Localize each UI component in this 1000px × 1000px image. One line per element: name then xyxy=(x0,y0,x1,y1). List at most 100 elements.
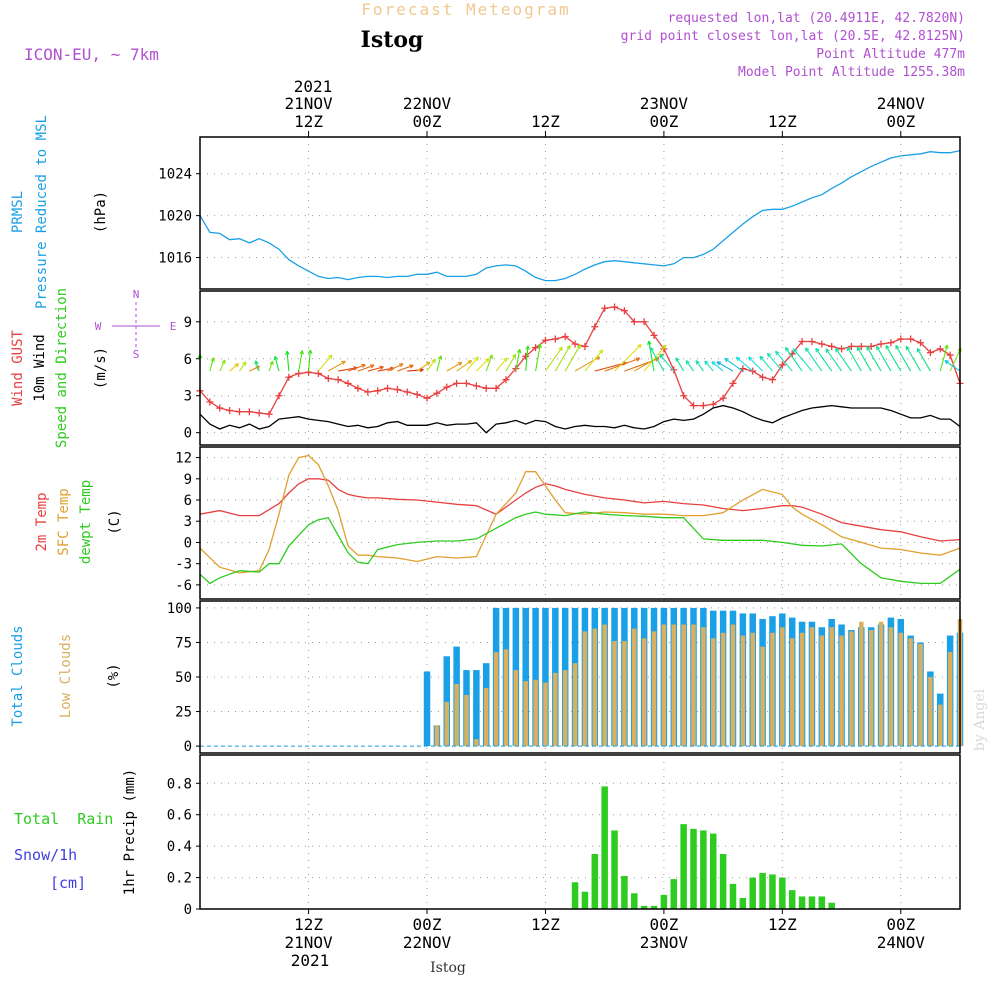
gust-marker xyxy=(887,339,895,347)
compass-west: W xyxy=(95,320,102,333)
wind-arrow xyxy=(944,359,961,372)
wind-arrow xyxy=(784,346,803,372)
precip-bar-total-rain xyxy=(788,890,796,909)
wind-arrow-head xyxy=(916,347,921,353)
clouds-bar-low-clouds xyxy=(799,632,805,747)
wind-arrow xyxy=(239,361,247,372)
gust-marker xyxy=(729,379,737,387)
gust-marker xyxy=(926,349,934,357)
wind-arrow-head xyxy=(649,347,654,352)
point-altitude: Point Altitude 477m xyxy=(816,47,965,62)
top-tick-label: 12Z xyxy=(294,112,323,131)
wind-arrow-shaft xyxy=(268,360,274,372)
clouds-bar-low-clouds xyxy=(720,632,726,747)
precip-bar-total-rain xyxy=(818,896,826,909)
gust-marker xyxy=(719,394,727,402)
temp-sfc-label: SFC Temp xyxy=(56,488,72,555)
precip-bar-total-rain xyxy=(601,786,608,909)
wind-arrow-head xyxy=(503,357,508,362)
wind-arrow-head xyxy=(370,364,375,369)
wind-arrow-head xyxy=(361,363,366,369)
precip-bar-total-rain xyxy=(631,893,638,909)
gust-marker xyxy=(354,384,362,392)
wind-arrow-shaft xyxy=(785,347,803,372)
wind-arrow-shaft xyxy=(446,361,463,372)
gust-marker xyxy=(838,345,846,353)
compass-south: S xyxy=(133,348,140,361)
compass-east: E xyxy=(170,320,177,333)
clouds-bar-low-clouds xyxy=(701,627,706,747)
wind-arrow xyxy=(367,365,384,372)
clouds-bar-low-clouds xyxy=(582,631,588,747)
pressure-labels: PRMSL Pressure Reduced to MSL (hPa) xyxy=(10,115,109,309)
wind-arrow xyxy=(254,360,260,372)
wind-arrow xyxy=(328,360,346,372)
top-tick-label: 00Z xyxy=(649,112,678,131)
wind-arrow xyxy=(747,356,763,372)
wind-arrow-shaft xyxy=(274,356,280,372)
clouds-bar-low-clouds xyxy=(740,635,746,747)
wind-arrow-shaft xyxy=(357,364,375,372)
gust-marker xyxy=(591,323,599,331)
wind-arrow-shaft xyxy=(485,354,493,372)
clouds-bar-low-clouds xyxy=(444,701,450,747)
wind-arrow-head xyxy=(805,347,810,352)
watermark: by Angel xyxy=(972,688,988,751)
wind-arrow-shaft xyxy=(347,364,366,372)
temp-ytick-label: 6 xyxy=(184,493,192,509)
gust-marker xyxy=(433,389,441,397)
wind-arrow xyxy=(704,360,714,372)
clouds-bar-low-clouds xyxy=(908,638,913,747)
gust-marker xyxy=(324,374,332,382)
wind-arrow-shaft xyxy=(759,355,773,372)
temp-ytick-label: 12 xyxy=(175,451,192,467)
gust-marker xyxy=(472,382,480,390)
gust-marker xyxy=(907,335,915,343)
clouds-bar-low-clouds xyxy=(671,624,677,747)
wind-arrow-shaft xyxy=(634,353,664,372)
wind-arrow xyxy=(649,347,665,372)
gust-marker xyxy=(344,379,352,387)
clouds-bar-low-clouds xyxy=(483,688,489,747)
gust-marker xyxy=(216,404,224,412)
total-rain-label: Total Rain xyxy=(14,810,113,828)
clouds-bar-total-clouds xyxy=(522,607,529,747)
clouds-bar-low-clouds xyxy=(454,683,459,747)
wind-arrow-head xyxy=(437,355,443,360)
gust-marker xyxy=(571,340,579,348)
wind-arrow xyxy=(485,354,494,372)
precip-ytick-label: 0.2 xyxy=(167,871,192,887)
clouds-bar-low-clouds xyxy=(523,681,528,747)
wind-arrow-head xyxy=(327,354,333,360)
precip-frame xyxy=(199,754,961,910)
bottom-tick-label: 00Z xyxy=(649,915,678,934)
precip-bar-total-rain xyxy=(719,854,727,909)
bottom-tick-label: 12Z xyxy=(294,915,323,934)
wind-arrow xyxy=(535,343,542,372)
wind-arrow-head xyxy=(474,356,479,361)
wind-arrow-shaft xyxy=(939,344,948,372)
wind-arrow-shaft xyxy=(286,351,290,372)
clouds-bar-low-clouds xyxy=(859,621,864,747)
clouds-bar-low-clouds xyxy=(928,677,933,747)
compass-icon: N S W E xyxy=(95,288,177,361)
bottom-tick-label: 21NOV xyxy=(284,933,333,952)
gust-marker xyxy=(453,379,461,387)
wind-arrow-head xyxy=(711,361,716,366)
wind-arrow-shaft xyxy=(856,346,872,372)
gust-marker xyxy=(532,344,540,352)
wind-arrow-head xyxy=(944,344,949,349)
gust-marker xyxy=(275,392,283,400)
wind-arrow-shaft xyxy=(825,348,843,372)
clouds-bar-low-clouds xyxy=(632,628,637,747)
wind-arrow-head xyxy=(341,360,346,365)
top-tick-label: 21NOV xyxy=(284,94,333,113)
clouds-bar-low-clouds xyxy=(543,682,548,747)
gust-marker xyxy=(680,392,688,400)
wind-arrow-shaft xyxy=(229,363,239,372)
wind-arrow-shaft xyxy=(239,361,247,372)
grid-point-coords: grid point closest lon,lat (20.5E, 42.81… xyxy=(621,29,965,44)
clouds-bar-low-clouds xyxy=(770,632,775,747)
